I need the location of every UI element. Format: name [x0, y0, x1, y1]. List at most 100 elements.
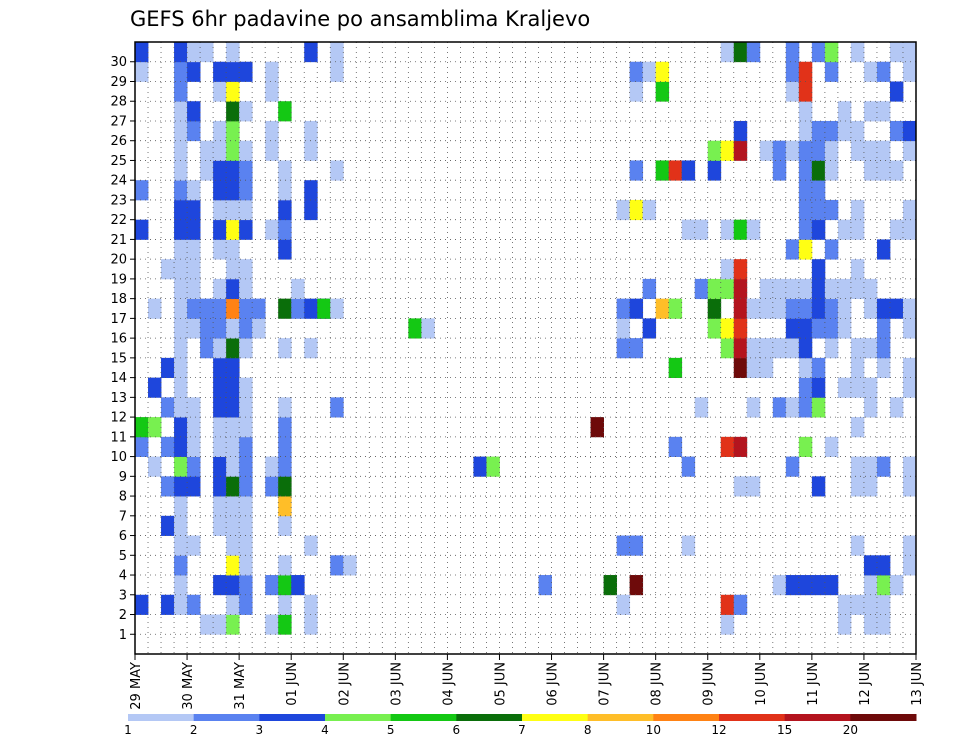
- heatmap-cell: [174, 140, 188, 161]
- heatmap-cell: [772, 140, 787, 161]
- colorbar-swatch: [456, 714, 523, 721]
- heatmap-cell: [837, 377, 852, 398]
- heatmap-cell: [902, 120, 917, 142]
- heatmap-cell: [863, 278, 878, 300]
- x-tick-label: 06 JUN: [546, 662, 561, 706]
- colorbar-swatch: [259, 714, 326, 721]
- heatmap-cell: [226, 417, 240, 438]
- heatmap-cell: [811, 259, 826, 280]
- heatmap-cell: [785, 140, 800, 161]
- heatmap-cell: [213, 120, 227, 142]
- heatmap-cell: [720, 338, 735, 359]
- heatmap-cell: [213, 417, 227, 438]
- heatmap-cell: [850, 357, 865, 379]
- x-tick-label: 02 JUN: [337, 662, 352, 706]
- heatmap-cell: [681, 456, 696, 477]
- heatmap-cell: [239, 160, 253, 181]
- heatmap-cell: [837, 614, 852, 635]
- heatmap-cell: [291, 298, 305, 319]
- heatmap-cell: [863, 338, 878, 359]
- heatmap-cell: [174, 338, 188, 359]
- heatmap-cell: [135, 436, 149, 457]
- heatmap-cell: [239, 259, 253, 280]
- heatmap-cell: [785, 278, 800, 300]
- heatmap-cell: [876, 298, 891, 319]
- heatmap-cell: [174, 357, 188, 379]
- heatmap-cell: [655, 298, 670, 319]
- heatmap-cell: [278, 575, 292, 596]
- heatmap-cell: [226, 476, 240, 497]
- heatmap-cell: [759, 357, 774, 379]
- heatmap-cell: [798, 436, 813, 457]
- heatmap-cell: [213, 318, 227, 339]
- heatmap-cell: [226, 61, 240, 82]
- heatmap-cell: [798, 180, 813, 201]
- heatmap-cell: [746, 357, 761, 379]
- colorbar-swatch: [850, 714, 917, 721]
- heatmap-cell: [408, 318, 422, 339]
- heatmap-cell: [174, 160, 188, 181]
- colorbar-level-label: 12: [711, 723, 726, 737]
- heatmap-cell: [187, 298, 201, 319]
- heatmap-cell: [174, 42, 188, 63]
- heatmap-cell: [265, 219, 279, 240]
- heatmap-cell: [174, 575, 188, 596]
- y-tick-label: 25: [110, 154, 127, 169]
- heatmap-cell: [278, 555, 292, 576]
- heatmap-cell: [720, 594, 735, 615]
- y-tick-label: 4: [119, 569, 127, 584]
- heatmap-cell: [889, 42, 904, 63]
- heatmap-cell: [889, 575, 904, 596]
- heatmap-cell: [291, 278, 305, 300]
- heatmap-cell: [668, 436, 683, 457]
- heatmap-cell: [850, 120, 865, 142]
- heatmap-cell: [902, 318, 917, 339]
- heatmap-cell: [811, 278, 826, 300]
- colorbar-swatch: [653, 714, 720, 721]
- heatmap-cell: [187, 436, 201, 457]
- heatmap-cell: [187, 42, 201, 63]
- heatmap-cell: [278, 298, 292, 319]
- heatmap-cell: [733, 594, 748, 615]
- heatmap-cell: [889, 298, 904, 319]
- y-tick-label: 15: [110, 351, 127, 366]
- heatmap-cell: [798, 199, 813, 221]
- heatmap-cell: [902, 61, 917, 82]
- heatmap-cell: [720, 614, 735, 635]
- heatmap-cell: [226, 81, 240, 102]
- colorbar-level-label: 5: [387, 723, 395, 737]
- heatmap-cell: [330, 397, 344, 418]
- heatmap-cell: [772, 397, 787, 418]
- heatmap-cell: [733, 338, 748, 359]
- heatmap-cell: [174, 555, 188, 576]
- heatmap-cell: [278, 614, 292, 635]
- y-tick-label: 8: [119, 490, 127, 505]
- heatmap-cell: [174, 417, 188, 438]
- heatmap-cell: [733, 318, 748, 339]
- heatmap-cell: [265, 614, 279, 635]
- heatmap-cell: [850, 338, 865, 359]
- heatmap-cell: [876, 101, 891, 122]
- heatmap-cell: [824, 120, 839, 142]
- heatmap-cell: [317, 298, 331, 319]
- y-tick-label: 7: [119, 509, 127, 524]
- heatmap-cell: [655, 81, 670, 102]
- heatmap-cell: [187, 120, 201, 142]
- heatmap-cell: [161, 357, 175, 379]
- colorbar-level-label: 10: [646, 723, 661, 737]
- heatmap-cell: [863, 575, 878, 596]
- heatmap-cell: [265, 140, 279, 161]
- heatmap-cell: [772, 278, 787, 300]
- heatmap-cell: [213, 338, 227, 359]
- heatmap-cell: [213, 397, 227, 418]
- heatmap-cell: [655, 160, 670, 181]
- heatmap-cell: [798, 101, 813, 122]
- heatmap-cell: [876, 594, 891, 615]
- heatmap-cell: [733, 357, 748, 379]
- heatmap-cell: [733, 259, 748, 280]
- heatmap-cell: [135, 42, 149, 63]
- heatmap-cell: [798, 140, 813, 161]
- heatmap-cell: [148, 377, 162, 398]
- heatmap-cell: [239, 318, 253, 339]
- heatmap-cell: [226, 456, 240, 477]
